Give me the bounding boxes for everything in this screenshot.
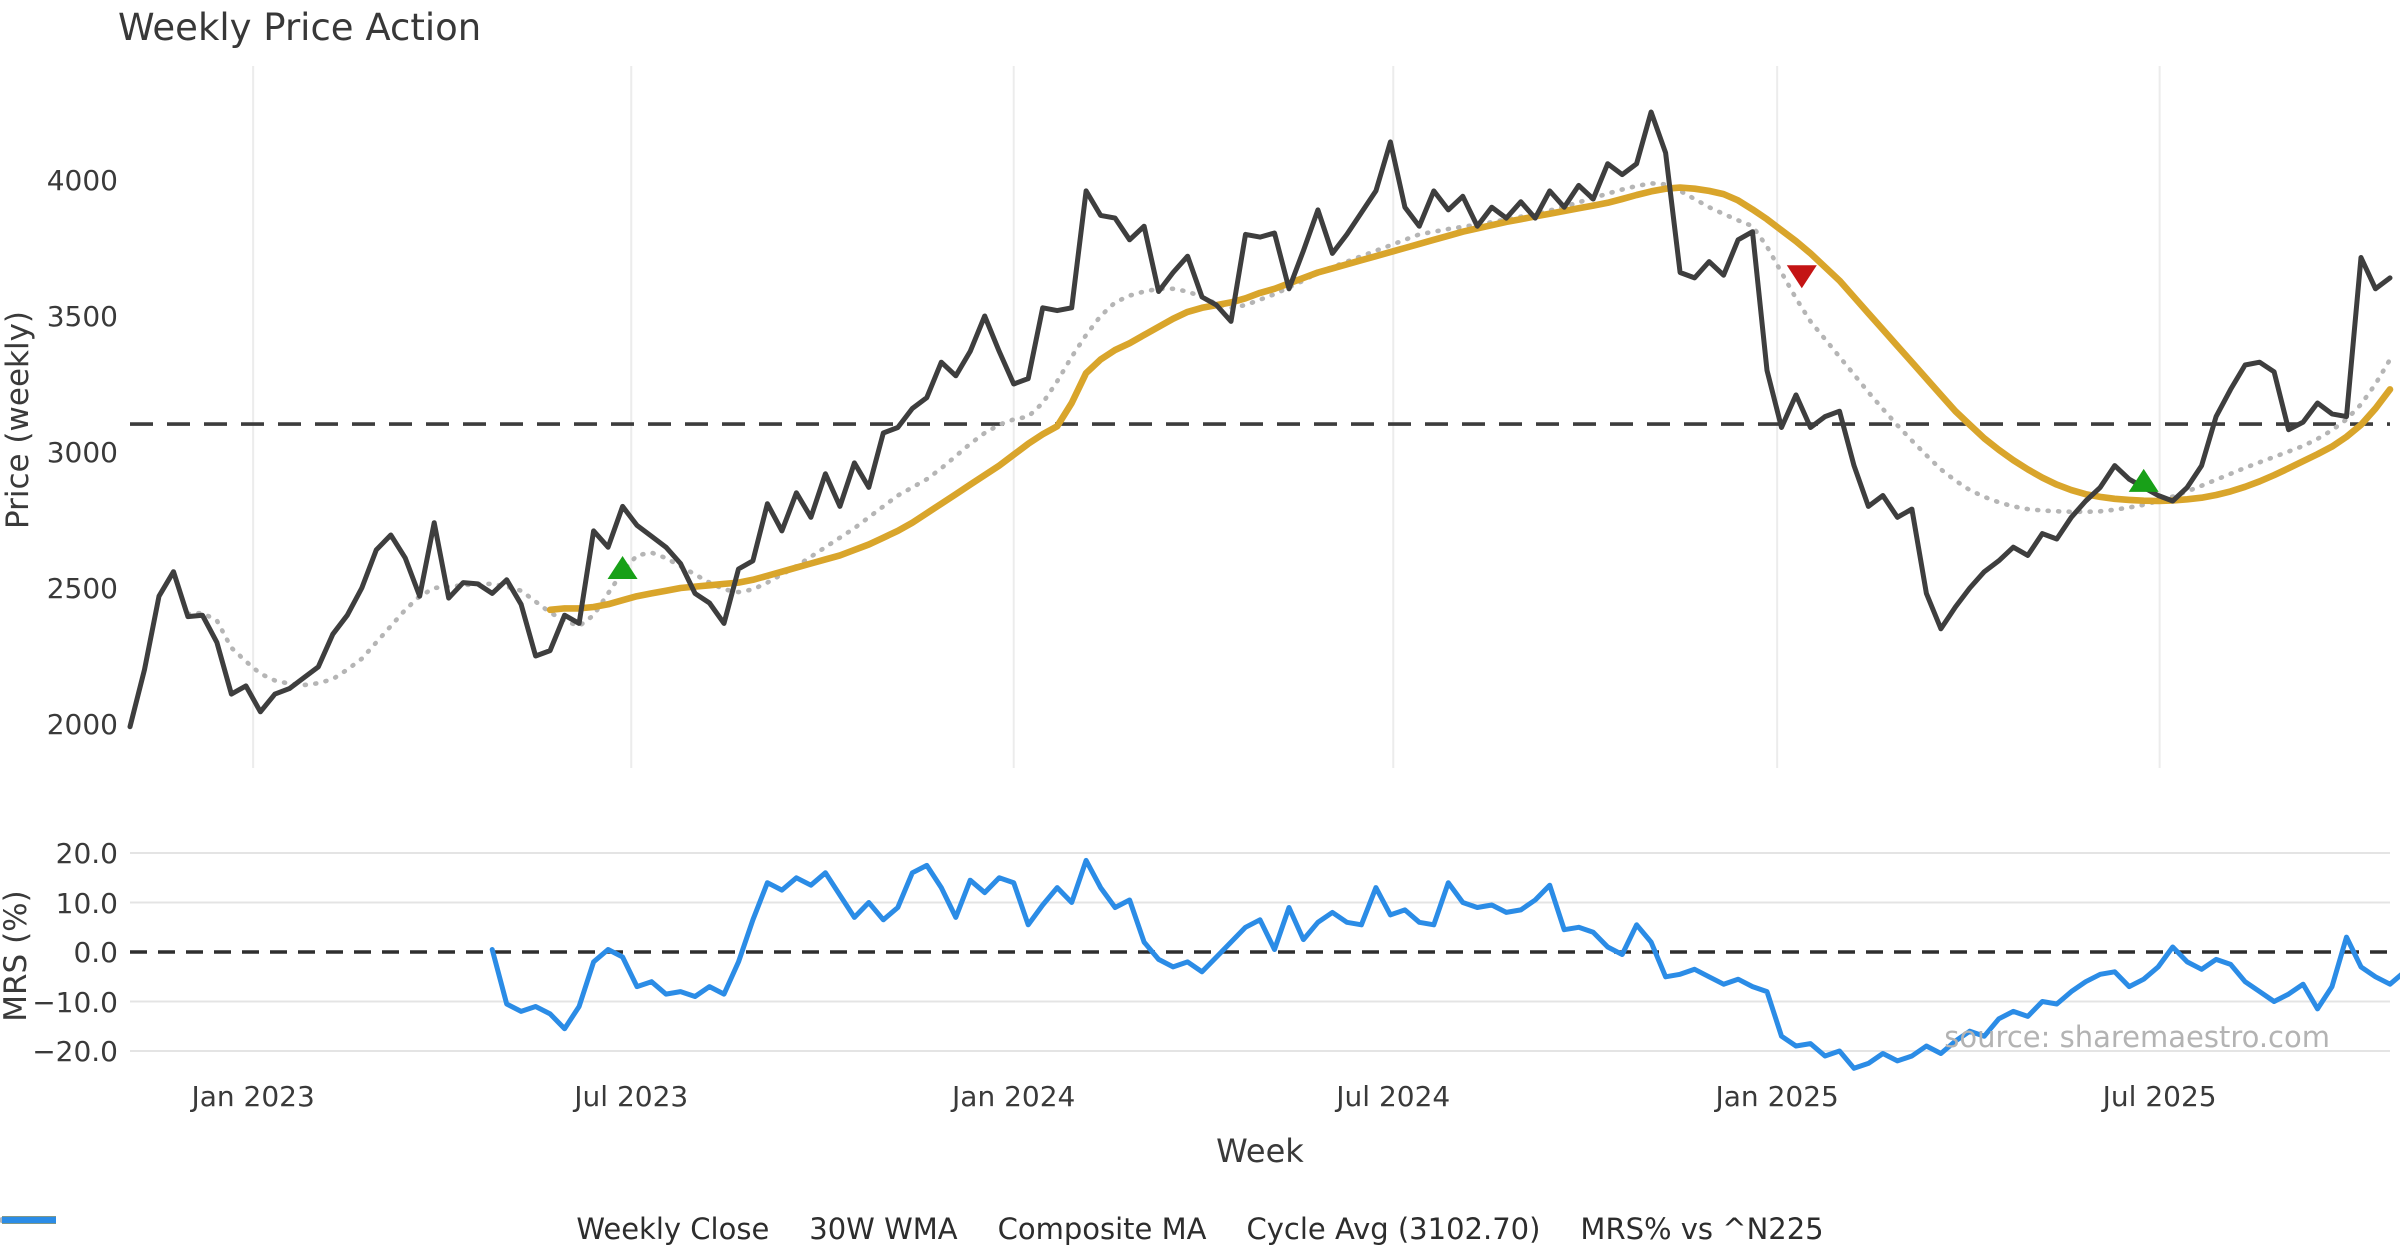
- mrs-y-tick: 10.0: [55, 886, 118, 920]
- price-y-tick: 2000: [46, 708, 118, 741]
- x-axis-label: Week: [1216, 1132, 1304, 1170]
- legend-item-30w-wma: 30W WMA: [2, 1212, 958, 1246]
- mrs-y-tick: 0.0: [73, 936, 118, 969]
- x-tick: Jul 2024: [1336, 1080, 1451, 1113]
- price-y-tick: 4000: [46, 164, 118, 197]
- legend-item-mrs-vs-n225: MRS% vs ^N225: [2, 1212, 1824, 1246]
- legend: Weekly Close 30W WMA Composite MA Cycle …: [0, 1212, 2400, 1246]
- legend-swatch: [2, 1216, 56, 1224]
- chart-title: Weekly Price Action: [118, 6, 482, 49]
- source-credit: source: sharemaestro.com: [1944, 1020, 2330, 1054]
- legend-label: 30W WMA: [809, 1212, 958, 1246]
- price-y-tick: 3500: [46, 300, 118, 333]
- mrs-y-tick: 20.0: [55, 837, 118, 870]
- x-tick: Jan 2024: [952, 1080, 1076, 1113]
- legend-label: Composite MA: [997, 1212, 1207, 1246]
- x-tick: Jan 2025: [1715, 1080, 1839, 1113]
- mrs-y-tick: −20.0: [32, 1035, 118, 1068]
- x-tick: Jan 2023: [191, 1080, 315, 1113]
- price-y-tick: 2500: [46, 572, 118, 605]
- x-tick: Jul 2025: [2102, 1080, 2217, 1113]
- mrs-y-tick: −10.0: [32, 985, 118, 1019]
- legend-label: MRS% vs ^N225: [1580, 1212, 1824, 1246]
- legend-label: Weekly Close: [576, 1212, 770, 1246]
- legend-label: Cycle Avg (3102.70): [1246, 1212, 1541, 1246]
- legend-item-weekly-close: Weekly Close: [2, 1212, 770, 1246]
- legend-item-composite-ma: Composite MA: [0, 1212, 1207, 1246]
- legend-item-cycle-avg-3102-70-: Cycle Avg (3102.70): [2, 1212, 1541, 1246]
- price-y-tick: 3000: [46, 436, 118, 469]
- x-tick: Jul 2023: [574, 1080, 689, 1113]
